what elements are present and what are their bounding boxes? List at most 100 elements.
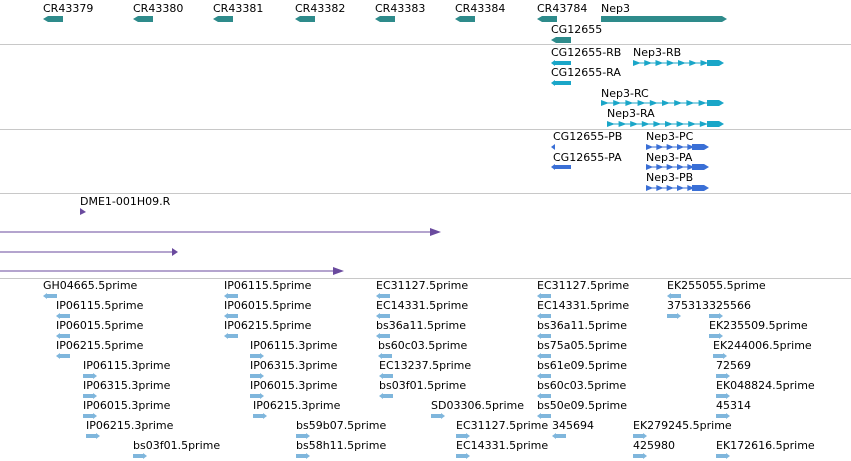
est-glyph[interactable] <box>60 334 70 338</box>
est-glyph[interactable] <box>380 334 390 338</box>
protein-glyph[interactable] <box>656 164 664 170</box>
transcript-glyph[interactable] <box>655 60 664 66</box>
est-glyph[interactable] <box>643 453 647 459</box>
est-label[interactable]: bs03f01.5prime <box>379 379 467 392</box>
est-label[interactable]: bs60c03.5prime <box>537 379 627 392</box>
est-label[interactable]: EC31127.5prime <box>376 279 469 292</box>
est-glyph[interactable] <box>537 373 541 379</box>
est-glyph[interactable] <box>537 293 541 299</box>
est-label[interactable]: 345694 <box>552 419 594 432</box>
est-glyph[interactable] <box>60 314 70 318</box>
transcript-glyph[interactable] <box>641 121 650 127</box>
est-glyph[interactable] <box>250 374 260 378</box>
est-glyph[interactable] <box>723 353 727 359</box>
est-glyph[interactable] <box>296 434 306 438</box>
transcript-glyph[interactable] <box>688 121 697 127</box>
transcript-glyph[interactable] <box>689 60 698 66</box>
protein-glyph[interactable] <box>692 164 704 170</box>
est-label[interactable]: IP06215.5prime <box>224 319 312 332</box>
est-glyph[interactable] <box>709 314 719 318</box>
est-glyph[interactable] <box>260 373 264 379</box>
est-glyph[interactable] <box>541 394 551 398</box>
clone-label[interactable]: DME1-001H09.R <box>80 195 171 208</box>
est-glyph[interactable] <box>93 393 97 399</box>
est-glyph[interactable] <box>716 414 726 418</box>
est-glyph[interactable] <box>713 354 723 358</box>
transcript-glyph[interactable] <box>644 60 653 66</box>
gene-glyph[interactable] <box>542 16 557 22</box>
est-label[interactable]: IP06115.3prime <box>83 359 171 372</box>
est-label[interactable]: EK048824.5prime <box>716 379 815 392</box>
transcript-glyph[interactable] <box>707 100 719 106</box>
est-glyph[interactable] <box>96 433 100 439</box>
est-label[interactable]: EC14331.5prime <box>456 439 549 452</box>
transcript-glyph[interactable] <box>601 100 609 106</box>
est-glyph[interactable] <box>380 294 390 298</box>
protein-label[interactable]: CG12655-PA <box>553 151 622 164</box>
gene-label[interactable]: CR43381 <box>213 2 264 15</box>
protein-label[interactable]: Nep3-PC <box>646 130 694 143</box>
est-glyph[interactable] <box>376 313 380 319</box>
gene-glyph[interactable] <box>295 16 300 22</box>
est-label[interactable]: 375313 <box>667 299 709 312</box>
transcript-label[interactable]: Nep3-RC <box>601 87 649 100</box>
est-glyph[interactable] <box>306 453 310 459</box>
gene-glyph[interactable] <box>455 16 460 22</box>
transcript-glyph[interactable] <box>700 60 709 66</box>
transcript-glyph[interactable] <box>613 100 622 106</box>
gene-label-nep3[interactable]: Nep3 <box>601 2 630 15</box>
est-label[interactable]: 425980 <box>633 439 675 452</box>
est-label[interactable]: IP06015.3prime <box>83 399 171 412</box>
est-label[interactable]: 72569 <box>716 359 751 372</box>
protein-glyph[interactable] <box>677 164 685 170</box>
gene-glyph[interactable] <box>380 16 395 22</box>
est-glyph[interactable] <box>431 414 441 418</box>
est-glyph[interactable] <box>541 334 551 338</box>
est-label[interactable]: bs50e09.5prime <box>537 399 628 412</box>
est-glyph[interactable] <box>56 353 60 359</box>
est-label[interactable]: bs36a11.5prime <box>537 319 627 332</box>
transcript-glyph[interactable] <box>707 121 719 127</box>
est-glyph[interactable] <box>537 313 541 319</box>
protein-glyph[interactable] <box>646 144 654 150</box>
est-label[interactable]: bs59b07.5prime <box>296 419 387 432</box>
transcript-glyph[interactable] <box>678 60 686 66</box>
protein-label[interactable]: Nep3-PB <box>646 171 694 184</box>
protein-glyph[interactable] <box>555 165 571 169</box>
est-glyph[interactable] <box>143 453 147 459</box>
est-label[interactable]: bs36a11.5prime <box>376 319 466 332</box>
est-label[interactable]: IP06015.5prime <box>56 319 144 332</box>
est-label[interactable]: IP06215.3prime <box>253 399 341 412</box>
gene-label[interactable]: CR43383 <box>375 2 426 15</box>
est-label[interactable]: IP06115.5prime <box>224 279 312 292</box>
est-glyph[interactable] <box>726 413 730 419</box>
est-label[interactable]: IP06215.5prime <box>56 339 144 352</box>
protein-glyph[interactable] <box>656 185 664 191</box>
transcript-label[interactable]: CG12655-RB <box>551 46 622 59</box>
est-glyph[interactable] <box>250 354 260 358</box>
est-glyph[interactable] <box>56 333 60 339</box>
est-glyph[interactable] <box>47 294 57 298</box>
protein-glyph[interactable] <box>551 164 555 170</box>
transcript-glyph[interactable] <box>707 60 719 66</box>
est-label[interactable]: IP06315.3prime <box>83 379 171 392</box>
est-glyph[interactable] <box>60 354 70 358</box>
est-glyph[interactable] <box>379 373 383 379</box>
transcript-glyph[interactable] <box>699 121 708 127</box>
protein-glyph[interactable] <box>666 164 674 170</box>
est-glyph[interactable] <box>378 353 382 359</box>
gene-glyph-cg12655[interactable] <box>551 37 556 43</box>
est-glyph[interactable] <box>466 453 470 459</box>
est-glyph[interactable] <box>263 413 267 419</box>
est-glyph[interactable] <box>250 394 260 398</box>
protein-glyph[interactable] <box>646 185 654 191</box>
est-glyph[interactable] <box>556 434 566 438</box>
est-glyph[interactable] <box>716 394 726 398</box>
gene-glyph-nep3[interactable] <box>722 16 727 22</box>
est-glyph[interactable] <box>537 333 541 339</box>
protein-glyph[interactable] <box>704 185 709 191</box>
gene-glyph-nep3[interactable] <box>601 16 722 22</box>
est-glyph[interactable] <box>306 433 310 439</box>
protein-label[interactable]: CG12655-PB <box>553 130 623 143</box>
est-glyph[interactable] <box>726 393 730 399</box>
